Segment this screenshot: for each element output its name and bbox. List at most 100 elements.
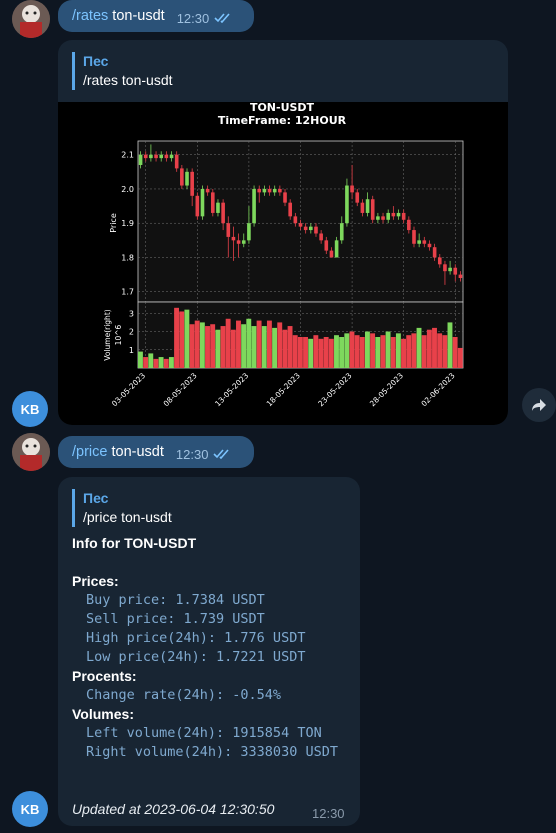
price-reply-bubble[interactable] [58, 477, 360, 826]
double-check-icon [214, 11, 232, 27]
volume-bar [452, 337, 458, 368]
x-tick-label: 08-05-2023 [162, 371, 199, 408]
x-tick-label: 13-05-2023 [213, 371, 250, 408]
volume-bar [344, 333, 350, 368]
candle-body [190, 171, 194, 196]
rates-command-link[interactable]: /rates [72, 8, 109, 24]
volume-bar [401, 338, 406, 368]
candle-body [339, 223, 344, 241]
candle-body [180, 168, 184, 186]
candle-body [427, 243, 432, 248]
volume-bar [138, 351, 143, 368]
volumes-header: Volumes: [72, 706, 134, 722]
volume-bar [380, 335, 386, 368]
volume-bar [349, 331, 355, 368]
volume-tick-label: 1 [129, 346, 134, 355]
dog-photo-avatar[interactable] [12, 0, 50, 38]
volume-bar [251, 326, 257, 368]
candle-body [396, 212, 401, 217]
volume-bar [416, 327, 422, 368]
volume-bar [194, 320, 200, 368]
reply-quote[interactable]: Пес /price ton-usdt [72, 489, 172, 527]
candle-body [278, 188, 282, 193]
share-button[interactable] [522, 388, 556, 422]
avatar-kb[interactable]: KB [12, 391, 48, 427]
candle-body [329, 250, 334, 258]
candle-body [334, 240, 339, 258]
volume-bar [323, 337, 329, 368]
volume-bar [442, 335, 448, 368]
message-time: 12:30 [175, 447, 209, 462]
candle-body [174, 154, 179, 169]
chart-subtitle: TimeFrame: 12HOUR [218, 114, 347, 127]
volume-bar [272, 327, 278, 368]
volume-bar [179, 311, 185, 368]
candle-body [159, 154, 164, 159]
message-time: 12:30 [312, 806, 345, 821]
volume-bar [364, 331, 370, 368]
reply-quote[interactable]: Пес /rates ton-usdt [72, 52, 173, 90]
volume-bar [287, 326, 293, 368]
volume-bar [236, 320, 241, 368]
double-check-icon [213, 447, 231, 463]
x-tick-label: 18-05-2023 [265, 371, 302, 408]
volume-bar [256, 320, 262, 368]
volume-bar [158, 357, 164, 368]
price-command-args: ton-usdt [107, 444, 164, 460]
candle-body [324, 240, 329, 251]
candle-body [169, 154, 174, 159]
price-command-link[interactable]: /price [72, 444, 108, 460]
volume-bar [225, 318, 231, 368]
volume-bar [230, 329, 236, 368]
candle-body [272, 188, 277, 193]
candle-body [381, 216, 385, 220]
candle-body [283, 192, 287, 203]
avatar-kb[interactable]: KB [12, 791, 48, 827]
price-command-message[interactable]: /price ton-usdt 12:30 [58, 436, 254, 468]
dog-photo-avatar[interactable] [12, 433, 50, 471]
candle-body [376, 216, 380, 220]
volume-bar [303, 337, 308, 368]
volume-bar [406, 335, 412, 368]
candle-body [360, 202, 365, 213]
left-volume: Left volume(24h): 1915854 TON [86, 725, 322, 741]
volume-bar [168, 357, 174, 368]
rates-command-message[interactable]: /rates ton-usdt 12:30 [58, 0, 254, 32]
volume-bar [457, 347, 463, 368]
volume-exponent: 10^6 [114, 324, 123, 345]
candle-body [143, 154, 148, 159]
candle-body [257, 188, 262, 193]
volume-bar [385, 331, 391, 368]
candle-body [314, 226, 318, 234]
x-tick-label: 28-05-2023 [368, 371, 405, 408]
volume-bar [174, 307, 180, 368]
low-price: Low price(24h): 1.7221 USDT [86, 649, 306, 665]
volume-bar [220, 326, 226, 368]
price-tick-label: 2.1 [121, 151, 134, 160]
procents-header: Procents: [72, 668, 137, 684]
price-tick-label: 1.7 [121, 288, 134, 297]
candle-body [365, 199, 370, 213]
candle-body [345, 185, 349, 224]
chart-svg: TON-USDT TimeFrame: 12HOUR 1.7 1.8 1.9 2.0 2… [103, 102, 464, 408]
volume-bar [277, 322, 283, 368]
candle-body [303, 226, 308, 231]
candle-body [355, 192, 360, 203]
volume-bar [292, 335, 298, 368]
candlestick-chart[interactable]: TON-USDT TimeFrame: 12HOUR 1.7 1.8 1.9 2.0 2… [58, 102, 508, 425]
volume-bar [447, 322, 453, 368]
price-axis-label: Price [109, 213, 118, 233]
candle-body [252, 188, 256, 224]
volume-bar [163, 358, 169, 368]
candle-body [236, 240, 241, 244]
volume-bar [199, 322, 205, 368]
volume-bars [138, 307, 463, 368]
candle-body [298, 223, 303, 227]
dog-photo-avatar-icon [12, 0, 50, 38]
volume-bar [308, 338, 314, 368]
candle-body [164, 154, 169, 159]
volume-tick-label: 2 [129, 328, 134, 337]
candle-body [288, 202, 292, 217]
candle-body [407, 219, 411, 231]
dog-photo-avatar-icon [12, 433, 50, 471]
